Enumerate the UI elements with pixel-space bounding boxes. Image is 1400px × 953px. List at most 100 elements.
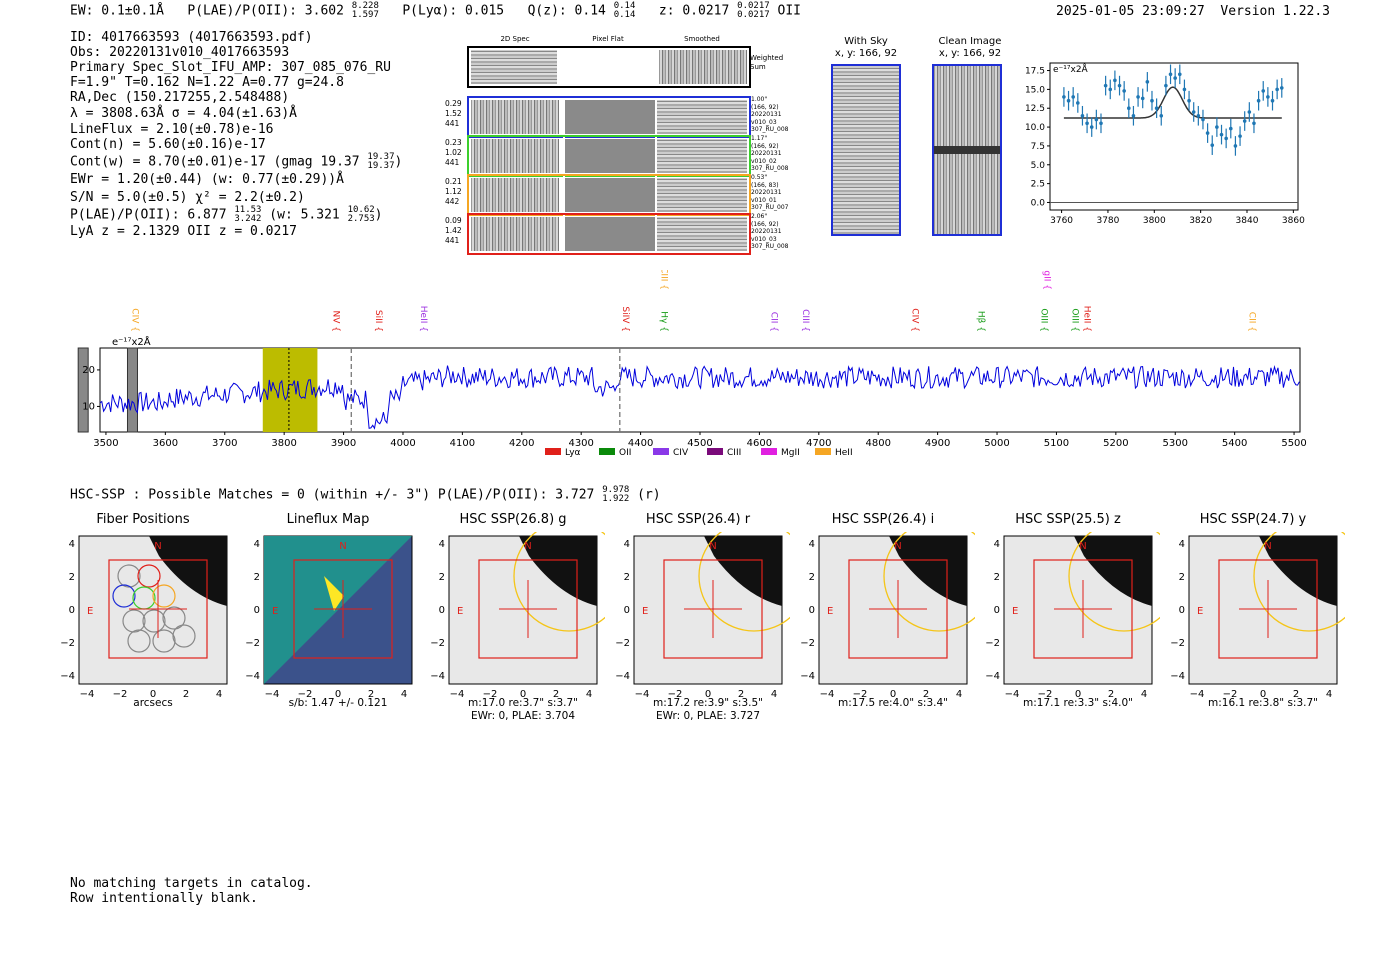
spectrum-xtick-label: 3600 <box>153 438 178 449</box>
fiber-circle <box>122 609 146 633</box>
line-marker-label: SiII { <box>373 310 383 332</box>
fiber-circle <box>117 564 141 588</box>
aperture-ellipse <box>698 532 790 632</box>
info-plae: P(LAE)/P(OII): 6.877 11.53 3.242 (w: 5.32… <box>70 205 383 224</box>
hsc-ytick-label: 0 <box>1179 605 1185 616</box>
east-label: E <box>642 606 648 617</box>
hsc-xtick-label: −2 <box>113 689 128 700</box>
zoom-model-curve <box>1063 86 1282 119</box>
flux-map-region <box>264 536 412 684</box>
east-label: E <box>457 606 463 617</box>
zoom-xtick-label: 3800 <box>1143 216 1166 226</box>
north-label: N <box>1079 541 1086 552</box>
zoom-data-point <box>1076 101 1080 105</box>
info-primary: Primary Spec_Slot_IFU_AMP: 307_085_076_R… <box>70 60 391 75</box>
zoom-data-point <box>1173 76 1177 80</box>
hsc-xtick-label: −4 <box>635 689 650 700</box>
hsc-xtick-label: 4 <box>401 689 407 700</box>
line-marker-label: MgII { <box>1042 270 1052 290</box>
z-label: z: 0.0217 <box>658 3 730 19</box>
hsc-panel-title: HSC SSP(25.5) z <box>1015 512 1121 527</box>
fiber-circle <box>112 584 136 608</box>
hsc-header: HSC-SSP : Possible Matches = 0 (within +… <box>70 486 661 504</box>
zoom-ytick-label: 15.0 <box>1025 85 1045 95</box>
line-marker-label: SiIV { <box>620 306 630 332</box>
spectrum-ytick-label: 10 <box>82 401 95 412</box>
zoom-data-point <box>1150 98 1154 103</box>
east-label: E <box>1012 606 1018 617</box>
zoom-data-point <box>1085 121 1089 126</box>
hsc-xtick-label: 0 <box>705 689 711 700</box>
aperture-ellipse <box>883 532 975 632</box>
zoom-data-point <box>1275 87 1279 92</box>
hsc-xtick-label: 2 <box>738 689 744 700</box>
zoom-data-point <box>1177 72 1182 77</box>
hsc-ytick-label: −4 <box>1170 671 1185 682</box>
zoom-data-point <box>1279 86 1284 90</box>
east-label: E <box>272 606 278 617</box>
zoom-xtick-label: 3760 <box>1050 216 1073 226</box>
spectrum-xtick-label: 4800 <box>865 438 890 449</box>
spectrum-unit-label: e⁻¹⁷x2Å <box>112 335 151 348</box>
zoom-data-point <box>1136 95 1140 99</box>
hsc-xtick-label: −4 <box>80 689 95 700</box>
hsc-ytick-label: 2 <box>254 572 260 583</box>
clean-image-xy: x, y: 166, 92 <box>938 48 1002 59</box>
search-box <box>108 559 208 659</box>
zoom-data-point <box>1256 98 1261 103</box>
spectrum-xtick-label: 3700 <box>212 438 237 449</box>
hsc-panel-title: HSC SSP(26.4) r <box>645 512 751 527</box>
zoom-data-point <box>1210 143 1215 147</box>
hsc-panel-caption: s/b: 1.47 +/- 0.121 <box>288 697 388 709</box>
zoom-data-point <box>1089 125 1094 129</box>
hsc-ytick-label: 4 <box>439 539 445 550</box>
hsc-panel-caption: arcsecs <box>133 697 173 709</box>
line-marker-label: OIII { <box>1069 308 1079 332</box>
zoom-data-point <box>1062 95 1066 99</box>
info-contw: Cont(w) = 8.70(±0.01)e-17 (gmag 19.37 19… <box>70 152 403 171</box>
col-pixelflat: Pixel Flat <box>592 35 624 43</box>
hsc-ytick-label: −4 <box>800 671 815 682</box>
hsc-ytick-label: −4 <box>245 671 260 682</box>
info-contw-bounds: 19.37 19.37 <box>367 152 395 171</box>
legend-swatch <box>815 448 831 455</box>
weighted-sum-label: Weighted Sum <box>750 54 784 71</box>
zoom-ytick-label: 10.0 <box>1025 123 1045 133</box>
zoom-ytick-label: 7.5 <box>1031 142 1045 152</box>
line-marker-label: HeII { <box>1081 306 1091 332</box>
hsc-cutout-image: N E 4 2 0 −2 −4 −4 −2 0 2 4 <box>430 532 605 700</box>
hsc-ytick-label: 4 <box>69 539 75 550</box>
search-box <box>478 559 578 659</box>
legend-swatch <box>707 448 723 455</box>
aperture-ellipse <box>1253 532 1345 632</box>
zoom-ytick-label: 0.0 <box>1031 198 1046 208</box>
info-plae-bounds: 11.53 3.242 <box>234 205 262 224</box>
weighted-sum-row <box>467 46 751 88</box>
cutout-row <box>467 213 751 255</box>
hsc-cutout-image: N E 4 2 0 −2 −4 −4 −2 0 2 4 <box>615 532 790 700</box>
spectrum-xtick-label: 4700 <box>806 438 831 449</box>
info-contw-text: Cont(w) = 8.70(±0.01)e-17 (gmag 19.37 <box>70 154 360 170</box>
hsc-panel: HSC SSP(26.4) i N E 4 2 0 −2 −4 −4 −2 0 2 4 m:17.5 re… <box>795 512 980 727</box>
hsc-xtick-label: 0 <box>150 689 156 700</box>
zoom-data-point <box>1099 121 1103 126</box>
hsc-ytick-label: −2 <box>800 638 815 649</box>
east-label: E <box>87 606 93 617</box>
with-sky-title: With Sky <box>844 36 888 47</box>
search-box <box>848 559 948 659</box>
hsc-xtick-label: 0 <box>1260 689 1266 700</box>
aperture-ellipse <box>1068 532 1160 632</box>
spectrum-xtick-label: 4100 <box>450 438 475 449</box>
clean-image <box>932 64 1002 236</box>
spectrum-xtick-label: 5500 <box>1281 438 1306 449</box>
hsc-ytick-label: 4 <box>809 539 815 550</box>
hsc-panel-title: Fiber Positions <box>96 512 190 527</box>
hsc-xtick-label: 0 <box>890 689 896 700</box>
hsc-panel-title: HSC SSP(26.8) g <box>459 512 567 527</box>
legend-label: Lyα <box>565 448 581 458</box>
hsc-ytick-label: −4 <box>430 671 445 682</box>
zoom-data-point <box>1108 87 1113 92</box>
hsc-ytick-label: 0 <box>69 605 75 616</box>
spectrum-xtick-label: 5100 <box>1044 438 1069 449</box>
zoom-data-point <box>1145 80 1150 84</box>
